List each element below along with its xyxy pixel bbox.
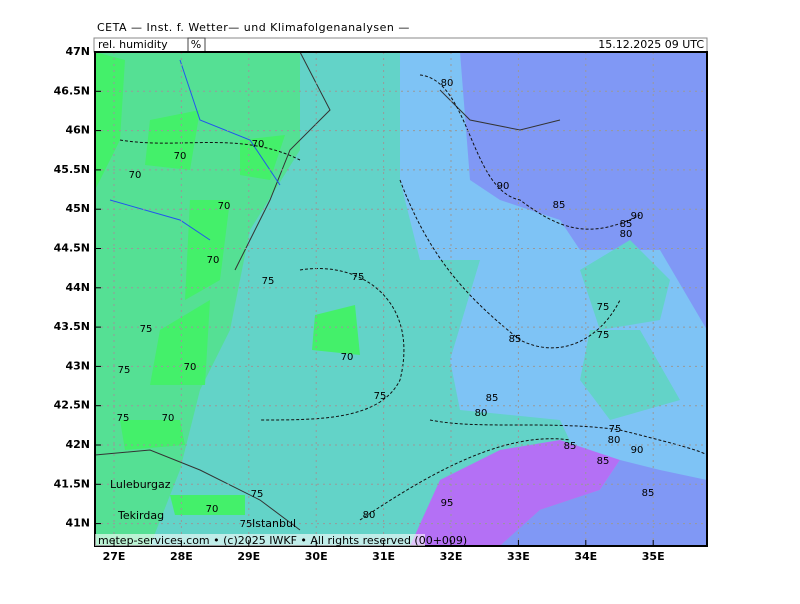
axes: 47N 46.5N 46N 45.5N 45N 44.5N 44N 43.5N 43N 42.5N… <box>54 45 665 563</box>
lat-label: 45.5N <box>54 163 90 176</box>
lat-label: 46.5N <box>54 84 90 97</box>
field-blue <box>460 52 707 330</box>
contour-label: 70 <box>184 362 197 373</box>
contour-label: 80 <box>475 408 488 419</box>
contour-label: 85 <box>597 456 610 467</box>
lon-label: 27E <box>103 550 126 563</box>
grid <box>95 52 707 546</box>
lat-label: 43N <box>65 359 90 372</box>
contour-label: 70 <box>218 201 231 212</box>
lat-label: 44.5N <box>54 242 90 255</box>
lat-label: 44N <box>65 281 90 294</box>
contour-label: 75 <box>352 272 365 283</box>
lon-label: 33E <box>507 550 530 563</box>
field-teal-east <box>580 240 680 420</box>
contour-label: 90 <box>497 181 510 192</box>
contour-label: 95 <box>441 498 454 509</box>
contour-label: 75 <box>597 302 610 313</box>
footer: metep-services.com • (c)2025 IWKF • All … <box>98 534 467 547</box>
contour-label: 80 <box>363 510 376 521</box>
contour-label: 80 <box>608 435 621 446</box>
lon-label: 32E <box>440 550 463 563</box>
contour-label: 85 <box>553 200 566 211</box>
contour-label: 70 <box>252 139 265 150</box>
valid-time: 15.12.2025 09 UTC <box>598 38 704 51</box>
lat-label: 47N <box>65 45 90 58</box>
contour-label: 85 <box>509 334 522 345</box>
parameter: rel. humidity <box>98 38 168 51</box>
contour-label: 75 <box>240 519 253 530</box>
contour-label: 70 <box>162 413 175 424</box>
contour-label: 75 <box>140 324 153 335</box>
lat-label: 45N <box>65 202 90 215</box>
contour-label: 85 <box>642 488 655 499</box>
lon-label: 28E <box>170 550 193 563</box>
unit: % <box>191 38 201 51</box>
field-purple <box>410 440 620 546</box>
contour-label: 75 <box>251 489 264 500</box>
contour-label: 75 <box>262 276 275 287</box>
lat-label: 41.5N <box>54 477 90 490</box>
contour-label: 75 <box>609 424 622 435</box>
lat-label: 42.5N <box>54 399 90 412</box>
lat-label: 43.5N <box>54 320 90 333</box>
contour-label: 85 <box>564 441 577 452</box>
contour-label: 70 <box>129 170 142 181</box>
contour-label: 85 <box>620 219 633 230</box>
place: Tekirdag <box>117 509 164 522</box>
field-lightgreen <box>95 52 360 515</box>
place: Istanbul <box>252 517 296 530</box>
contour-label: 80 <box>620 229 633 240</box>
contour-label: 70 <box>174 151 187 162</box>
institute: CETA — Inst. f. Wetter— und Klimafolgena… <box>97 21 410 34</box>
lat-label: 46N <box>65 124 90 137</box>
lat-label: 42N <box>65 438 90 451</box>
lon-label: 29E <box>237 550 260 563</box>
contour-label: 90 <box>631 211 644 222</box>
contour-label: 75 <box>117 413 130 424</box>
contour-label: 70 <box>341 352 354 363</box>
lon-label: 31E <box>372 550 395 563</box>
place: Luleburgaz <box>110 478 171 491</box>
contour-label: 75 <box>118 365 131 376</box>
contour-line <box>119 74 707 521</box>
field-blue-south <box>500 460 707 546</box>
lon-label: 34E <box>574 550 597 563</box>
coastline <box>95 52 561 531</box>
contour-label: 70 <box>207 255 220 266</box>
river <box>109 59 281 241</box>
contour-label: 90 <box>631 445 644 456</box>
contour-label: 75 <box>374 391 387 402</box>
contour-label: 70 <box>206 504 219 515</box>
lat-label: 41N <box>65 517 90 530</box>
contour-label: 80 <box>441 78 454 89</box>
lon-label: 35E <box>642 550 665 563</box>
lon-label: 30E <box>305 550 328 563</box>
footer-bg <box>95 534 425 546</box>
contour-label: 75 <box>597 330 610 341</box>
contour-label: 85 <box>486 393 499 404</box>
